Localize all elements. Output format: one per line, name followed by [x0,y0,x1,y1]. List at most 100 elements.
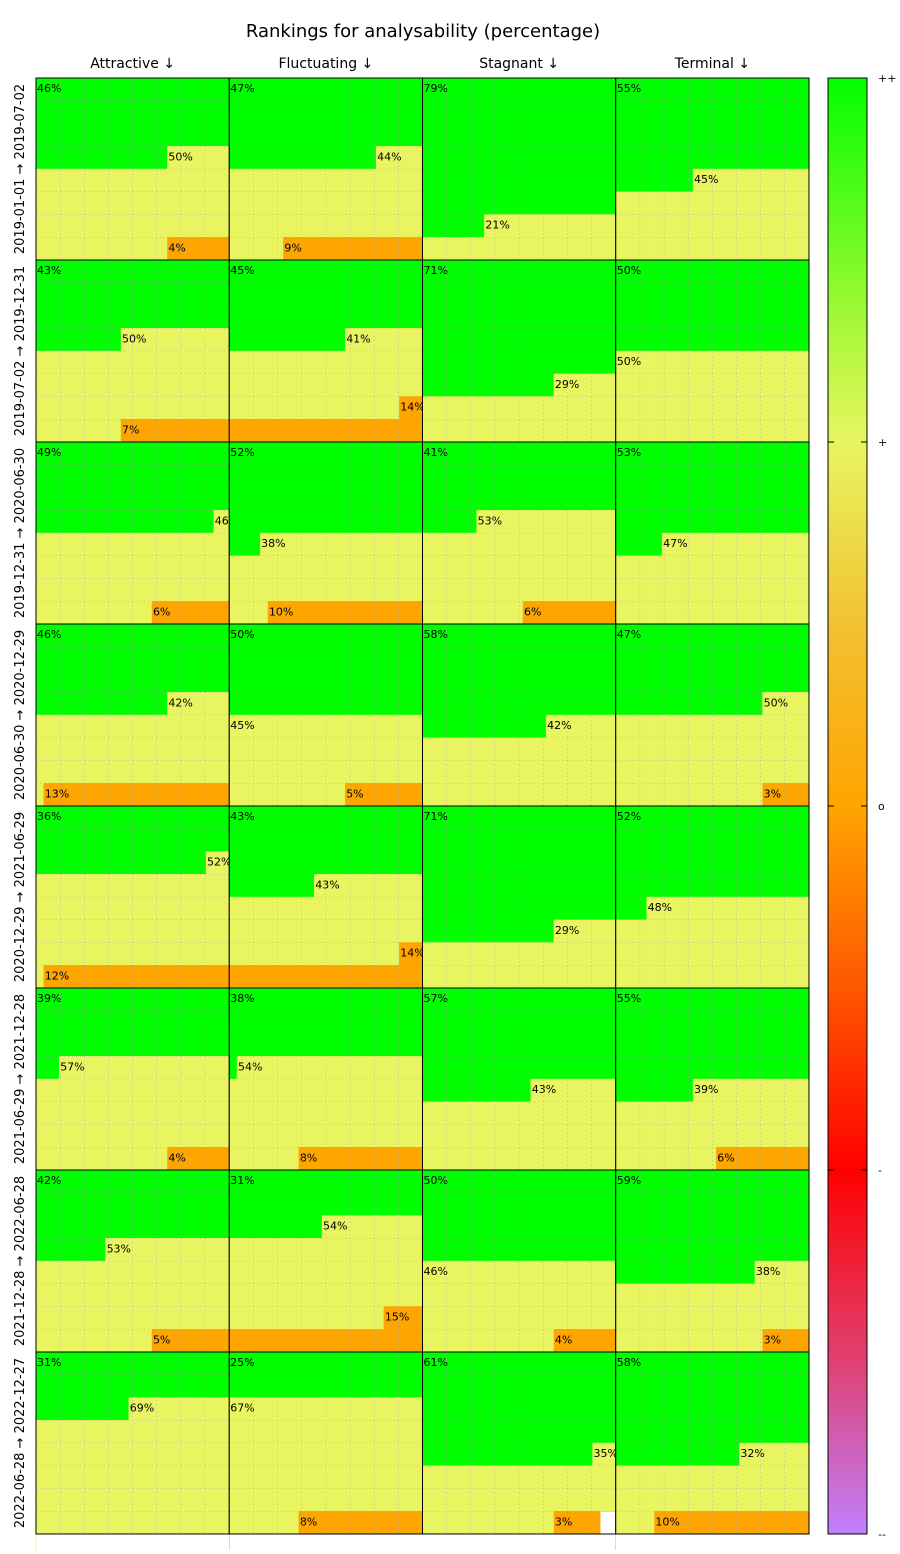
heatmap-cell: 39% 57% 4% [35,987,230,1193]
heatmap-cell: 57% 43% [422,987,617,1193]
heatmap-cell: 52% 38% 10% [228,441,423,647]
heatmap-cell: 41% 53% 6% [422,441,617,647]
segment-label: 4% [168,241,185,254]
segment-label: 41% [424,446,448,459]
segment-label: 52% [207,856,231,869]
segment-label: 4% [555,1333,572,1346]
segment-label: 31% [230,1174,254,1187]
heatmap-cell: 79% 21% [422,77,617,283]
segment-plusplus [422,77,616,238]
segment-label: 67% [230,1402,254,1415]
segment-label: 41% [346,332,370,345]
heatmap-cell: 55% 39% 6% [615,987,810,1193]
segment-label: 53% [107,1242,131,1255]
row-header: 2020-12-29 → 2021-06-29 [13,812,28,982]
segment-label: 44% [377,150,401,163]
segment-label: 36% [37,810,61,823]
row-header: 2019-07-02 → 2019-12-31 [13,266,28,436]
segment-label: 54% [323,1220,347,1233]
segment-label: 71% [424,264,448,277]
segment-label: 45% [230,719,254,732]
column-header: Terminal ↓ [674,56,750,72]
colorbar: +++o--- [827,72,896,1541]
heatmap-cell: 31% 54% 15% [228,1169,423,1375]
segment-label: 53% [617,446,641,459]
heatmap-cell: 25% 67% 8% [228,1351,423,1554]
segment-label: 48% [648,901,672,914]
colorbar-tick-label: - [878,1164,882,1177]
segment-label: 46% [37,628,61,641]
column-header: Fluctuating ↓ [278,56,373,72]
segment-label: 32% [740,1447,764,1460]
segment-label: 57% [424,992,448,1005]
heatmap-cell: 61% 35% 3% [422,1351,618,1535]
segment-label: 5% [153,1333,170,1346]
segment-label: 10% [269,605,293,618]
heatmap-cell: 58% 32% 10% [615,1351,810,1554]
segment-label: 57% [60,1060,84,1073]
heatmap-cell: 31% 69% [35,1351,230,1554]
heatmap-cell: 71% 29% [422,259,617,465]
column-header: Attractive ↓ [90,56,175,72]
segment-label: 49% [37,446,61,459]
heatmap-cell: 59% 38% 3% [615,1169,810,1375]
segment-label: 55% [617,82,641,95]
heatmap-cell: 58% 42% [422,623,617,829]
segment-label: 10% [655,1515,679,1528]
heatmap-cell: 45% 41% 14% [228,259,425,465]
segment-label: 54% [238,1060,262,1073]
segment-label: 6% [153,605,170,618]
cell-border [615,1351,810,1535]
segment-label: 3% [555,1515,572,1528]
heatmap-cell: 43% 43% 14% [228,805,425,1011]
heatmap-cell: 43% 50% 7% [35,259,230,465]
segment-label: 50% [764,696,788,709]
segment-label: 55% [617,992,641,1005]
row-headers: 2019-01-01 → 2019-07-02 2019-07-02 → 2019… [13,84,28,1528]
segment-label: 71% [424,810,448,823]
segment-label: 42% [547,719,571,732]
segment-label: 8% [300,1515,317,1528]
heatmap-cell: 52% 48% [615,805,810,1011]
segment-plusplus [35,805,230,875]
row-header: 2022-06-28 → 2022-12-27 [13,1358,28,1528]
heatmap-cell: 46% 50% 4% [35,77,230,283]
segment-label: 14% [400,947,424,960]
segment-label: 47% [617,628,641,641]
row-header: 2019-01-01 → 2019-07-02 [13,84,28,254]
heatmap-cell: 53% 47% [615,441,810,647]
segment-label: 43% [37,264,61,277]
segment-label: 46% [424,1265,448,1278]
segment-label: 39% [694,1083,718,1096]
segment-label: 50% [617,355,641,368]
segment-label: 47% [663,537,687,550]
segment-label: 79% [424,82,448,95]
segment-label: 47% [230,82,254,95]
segment-label: 50% [424,1174,448,1187]
heatmap-cell: 71% 29% [422,805,617,1011]
segment-label: 50% [168,150,192,163]
segment-label: 61% [424,1356,448,1369]
segment-label: 5% [346,787,363,800]
segment-label: 21% [485,219,509,232]
row-header: 2021-12-28 → 2022-06-28 [13,1176,28,1346]
heatmap-cell: 38% 54% 8% [228,987,423,1193]
heatmap-cell: 42% 53% 5% [35,1169,230,1375]
heatmap-cell: 47% 50% 3% [615,623,810,829]
row-header: 2019-12-31 → 2020-06-30 [13,448,28,618]
segment-label: 15% [385,1311,409,1324]
segment-label: 7% [122,423,139,436]
segment-label: 50% [230,628,254,641]
heatmap-cell: 50% 45% 5% [228,623,423,829]
segment-label: 31% [37,1356,61,1369]
colorbar-tick-label: + [878,436,887,449]
segment-label: 3% [764,1333,781,1346]
segment-label: 8% [300,1151,317,1164]
colorbar-tick-label: o [878,800,885,813]
segment-label: 58% [617,1356,641,1369]
segment-label: 6% [524,605,541,618]
segment-label: 6% [717,1151,734,1164]
colorbar-tick-label: -- [878,1528,886,1541]
segment-label: 38% [230,992,254,1005]
